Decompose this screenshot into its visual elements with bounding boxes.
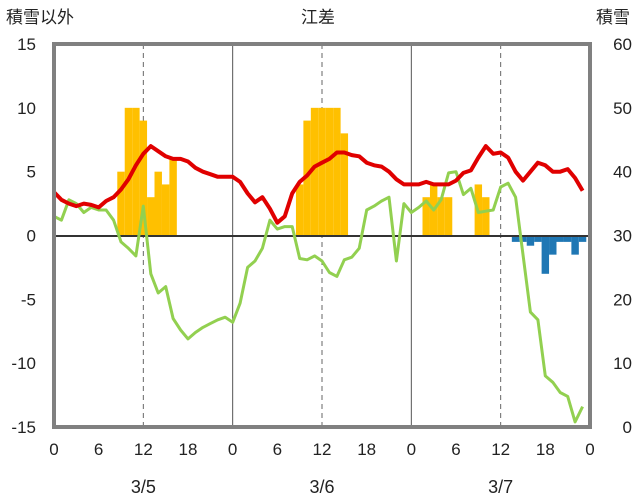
snowfall-bar bbox=[139, 120, 148, 236]
x-tick-label: 6 bbox=[451, 440, 460, 459]
snowfall-bar bbox=[318, 107, 326, 236]
x-tick-label: 0 bbox=[49, 440, 58, 459]
snowfall-bar bbox=[578, 235, 587, 242]
x-axis-ticks: 0 6 12 18 0 6 12 18 0 6 12 18 0 bbox=[49, 440, 594, 459]
snowfall-bar bbox=[563, 235, 572, 242]
x-tick-label: 0 bbox=[407, 440, 416, 459]
right-tick-label: 60 bbox=[613, 35, 632, 54]
snowfall-bar bbox=[310, 107, 319, 236]
x-tick-label: 12 bbox=[313, 440, 332, 459]
snowfall-bar bbox=[333, 107, 341, 236]
date-label: 3/6 bbox=[309, 477, 334, 497]
x-tick-label: 6 bbox=[94, 440, 103, 459]
right-tick-label: 50 bbox=[613, 99, 632, 118]
snowfall-bar bbox=[482, 197, 490, 236]
chart-title: 江差 bbox=[301, 8, 335, 28]
right-tick-label: 10 bbox=[613, 354, 632, 373]
snowfall-bar bbox=[169, 158, 177, 236]
x-tick-label: 18 bbox=[357, 440, 376, 459]
snowfall-bar bbox=[511, 235, 520, 242]
left-tick-label: -15 bbox=[11, 418, 36, 437]
x-tick-label: 18 bbox=[536, 440, 555, 459]
left-tick-label: 5 bbox=[27, 163, 36, 182]
green-series-line bbox=[53, 170, 584, 424]
snowfall-bar bbox=[161, 184, 170, 236]
right-tick-label: 30 bbox=[613, 227, 632, 246]
date-labels: 3/5 3/6 3/7 bbox=[131, 477, 513, 497]
snowfall-bar bbox=[437, 197, 445, 236]
snowfall-bar bbox=[147, 197, 155, 236]
snowfall-bar bbox=[117, 171, 125, 236]
left-axis-ticks: -15 -10 -5 0 5 10 15 bbox=[11, 35, 36, 437]
right-axis-title: 積雪 bbox=[596, 8, 630, 28]
left-tick-label: 10 bbox=[17, 99, 36, 118]
snowfall-bar bbox=[526, 235, 535, 246]
snowfall-bar bbox=[571, 235, 579, 255]
left-tick-label: 0 bbox=[27, 227, 36, 246]
snowfall-bar bbox=[519, 235, 527, 242]
right-axis-ticks: 0 10 20 30 40 50 60 bbox=[613, 35, 632, 437]
snowfall-bar bbox=[295, 184, 304, 236]
snowfall-bar bbox=[154, 171, 162, 236]
date-label: 3/5 bbox=[131, 477, 156, 497]
snowfall-bar bbox=[444, 197, 453, 236]
plot-frame bbox=[52, 42, 592, 429]
x-tick-label: 6 bbox=[273, 440, 282, 459]
x-tick-label: 12 bbox=[134, 440, 153, 459]
snowfall-bar bbox=[541, 235, 550, 274]
right-tick-label: 20 bbox=[613, 290, 632, 309]
snowfall-bar bbox=[325, 107, 334, 236]
x-tick-label: 0 bbox=[228, 440, 237, 459]
date-label: 3/7 bbox=[488, 477, 513, 497]
snowfall-bar bbox=[132, 107, 140, 236]
snowfall-bar bbox=[549, 235, 557, 255]
left-tick-label: -10 bbox=[11, 354, 36, 373]
left-tick-label: 15 bbox=[17, 35, 36, 54]
right-tick-label: 40 bbox=[613, 163, 632, 182]
x-tick-label: 12 bbox=[491, 440, 510, 459]
left-axis-title: 積雪以外 bbox=[6, 8, 74, 28]
snowfall-bar bbox=[124, 107, 133, 236]
temperature-series-line bbox=[52, 144, 585, 225]
snowfall-bar bbox=[556, 235, 564, 242]
snowfall-bar bbox=[340, 133, 349, 236]
snowfall-bar bbox=[534, 235, 542, 242]
x-tick-label: 0 bbox=[585, 440, 594, 459]
x-tick-label: 18 bbox=[179, 440, 198, 459]
snowfall-bar bbox=[422, 197, 430, 236]
left-tick-label: -5 bbox=[21, 290, 36, 309]
right-tick-label: 0 bbox=[623, 418, 632, 437]
